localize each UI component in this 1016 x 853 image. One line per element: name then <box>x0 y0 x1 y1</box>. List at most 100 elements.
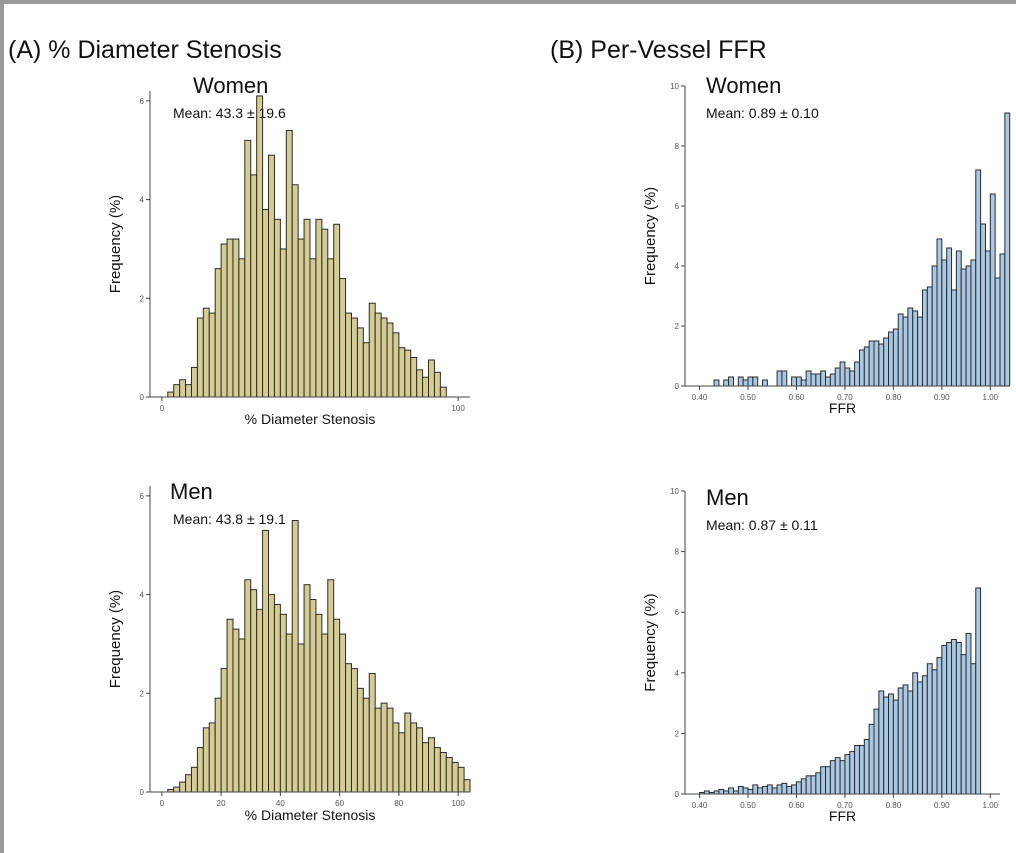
b-men-bar-32 <box>854 745 860 795</box>
a-men-bar-7 <box>208 722 216 793</box>
b-men-bar-36 <box>873 708 880 795</box>
a-men-bar-21 <box>291 520 299 793</box>
a-men-bar-35 <box>374 707 382 793</box>
a-men-bar-32 <box>356 687 364 793</box>
b-women-bar-10 <box>762 379 768 387</box>
a-men-bar-29 <box>339 633 347 793</box>
b-women-bar-47 <box>941 259 948 387</box>
b-men-x-tick-label-4: 0.80 <box>886 801 902 810</box>
b-men-y-axis-label: Frequency (%) <box>642 593 659 691</box>
a-women-bar-3 <box>185 384 192 398</box>
b-women-bar-19 <box>805 370 812 387</box>
a-women-bar-0 <box>167 391 175 398</box>
b-women-y-tick-label-5: 10 <box>670 82 679 91</box>
a-men-bar-20 <box>285 633 293 793</box>
b-women-bar-59 <box>999 253 1006 387</box>
a-women-bar-37 <box>386 322 394 398</box>
b-men-bar-52 <box>951 638 957 795</box>
b-women-bar-37 <box>892 328 899 387</box>
a-men-group-label: Men <box>170 479 213 504</box>
a-women-bar-9 <box>220 243 228 398</box>
a-men-y-tick-label-1: 2 <box>140 689 145 698</box>
b-women-bar-20 <box>810 373 817 387</box>
b-men-bar-4 <box>718 788 725 795</box>
a-women-bar-14 <box>250 174 258 398</box>
a-men-bar-25 <box>315 613 323 793</box>
a-men-bar-27 <box>327 579 335 793</box>
b-men-bar-16 <box>776 784 783 795</box>
a-women-bar-35 <box>374 312 382 398</box>
a-women-bar-13 <box>244 139 252 398</box>
a-women-bar-44 <box>428 359 435 398</box>
b-men-bar-45 <box>917 681 923 795</box>
a-men-x-tick-label-5: 100 <box>451 799 465 808</box>
b-women-bar-33 <box>873 340 880 387</box>
b-women-bar-54 <box>975 169 982 387</box>
a-men-bar-23 <box>303 584 311 793</box>
a-men-bar-22 <box>297 643 305 793</box>
a-men-bar-19 <box>279 613 287 793</box>
a-men-bar-24 <box>309 599 317 793</box>
b-men-bar-6 <box>728 787 734 795</box>
b-women-bar-24 <box>829 373 836 387</box>
b-women-x-axis-label: FFR <box>829 400 856 416</box>
b-men-x-axis-label: FFR <box>829 808 856 824</box>
a-men-x-tick-label-2: 40 <box>276 799 285 808</box>
b-men-bar-54 <box>960 654 967 795</box>
a-men-bar-30 <box>345 663 352 793</box>
a-women-group-label: Women <box>193 73 268 98</box>
a-women-bar-46 <box>439 386 447 398</box>
a-men-bar-44 <box>428 737 435 793</box>
a-women-bar-32 <box>356 327 364 398</box>
b-women-bar-23 <box>825 376 831 387</box>
a-women-bar-2 <box>179 379 187 398</box>
a-men-bar-33 <box>362 697 370 793</box>
a-men-bar-41 <box>410 722 418 793</box>
b-men-bar-19 <box>791 784 797 795</box>
a-women-y-tick-label-0: 0 <box>140 393 145 402</box>
b-men-y-tick-label-4: 8 <box>675 548 680 557</box>
a-men-bar-9 <box>220 668 228 793</box>
b-men-bar-57 <box>975 587 982 795</box>
a-women-bar-4 <box>190 366 198 398</box>
b-women-bar-43 <box>921 289 928 387</box>
a-men-bar-3 <box>185 774 192 793</box>
b-women-x-tick-label-5: 0.90 <box>934 393 950 402</box>
a-men-bar-47 <box>445 756 453 793</box>
a-women-x-tick-label-1: 100 <box>451 404 465 413</box>
b-women-bar-60 <box>1004 112 1011 387</box>
a-women-bar-42 <box>416 369 424 398</box>
a-women-bar-25 <box>315 218 323 398</box>
a-men-bar-11 <box>232 628 240 793</box>
a-women-bar-27 <box>327 258 335 398</box>
a-women-bar-12 <box>238 258 246 398</box>
b-men-bar-23 <box>810 775 817 795</box>
b-women-bar-18 <box>800 379 807 387</box>
a-women-bar-31 <box>350 317 358 398</box>
b-men-x-tick-label-2: 0.60 <box>789 801 805 810</box>
b-women-bar-46 <box>936 238 943 387</box>
a-men-bar-2 <box>179 781 187 793</box>
b-women-bar-50 <box>955 250 962 387</box>
a-women-bar-38 <box>392 332 400 398</box>
a-men-bar-1 <box>173 786 181 793</box>
a-men-bar-46 <box>439 752 447 793</box>
b-women-bar-22 <box>820 370 827 387</box>
b-men-x-tick-label-6: 1.00 <box>983 801 999 810</box>
a-women-bar-6 <box>202 307 210 398</box>
a-men-bar-13 <box>244 579 252 793</box>
b-men-bar-30 <box>844 754 851 795</box>
b-men-bar-28 <box>834 757 841 795</box>
b-women-mean-annotation: Mean: 0.89 ± 0.10 <box>706 105 819 121</box>
a-women-bar-24 <box>309 258 317 398</box>
a-men-mean-annotation: Mean: 43.8 ± 19.1 <box>173 511 286 527</box>
a-women-mean-annotation: Mean: 43.3 ± 19.6 <box>173 105 286 121</box>
a-men-bar-16 <box>262 529 270 793</box>
b-men-bar-48 <box>931 669 938 795</box>
b-women-bar-40 <box>907 307 914 387</box>
b-men-bar-51 <box>946 642 953 795</box>
b-men-y-tick-label-0: 0 <box>675 790 680 799</box>
a-women-bar-20 <box>285 129 293 398</box>
b-men-group-label: Men <box>706 485 749 510</box>
a-men-bar-48 <box>451 761 459 793</box>
